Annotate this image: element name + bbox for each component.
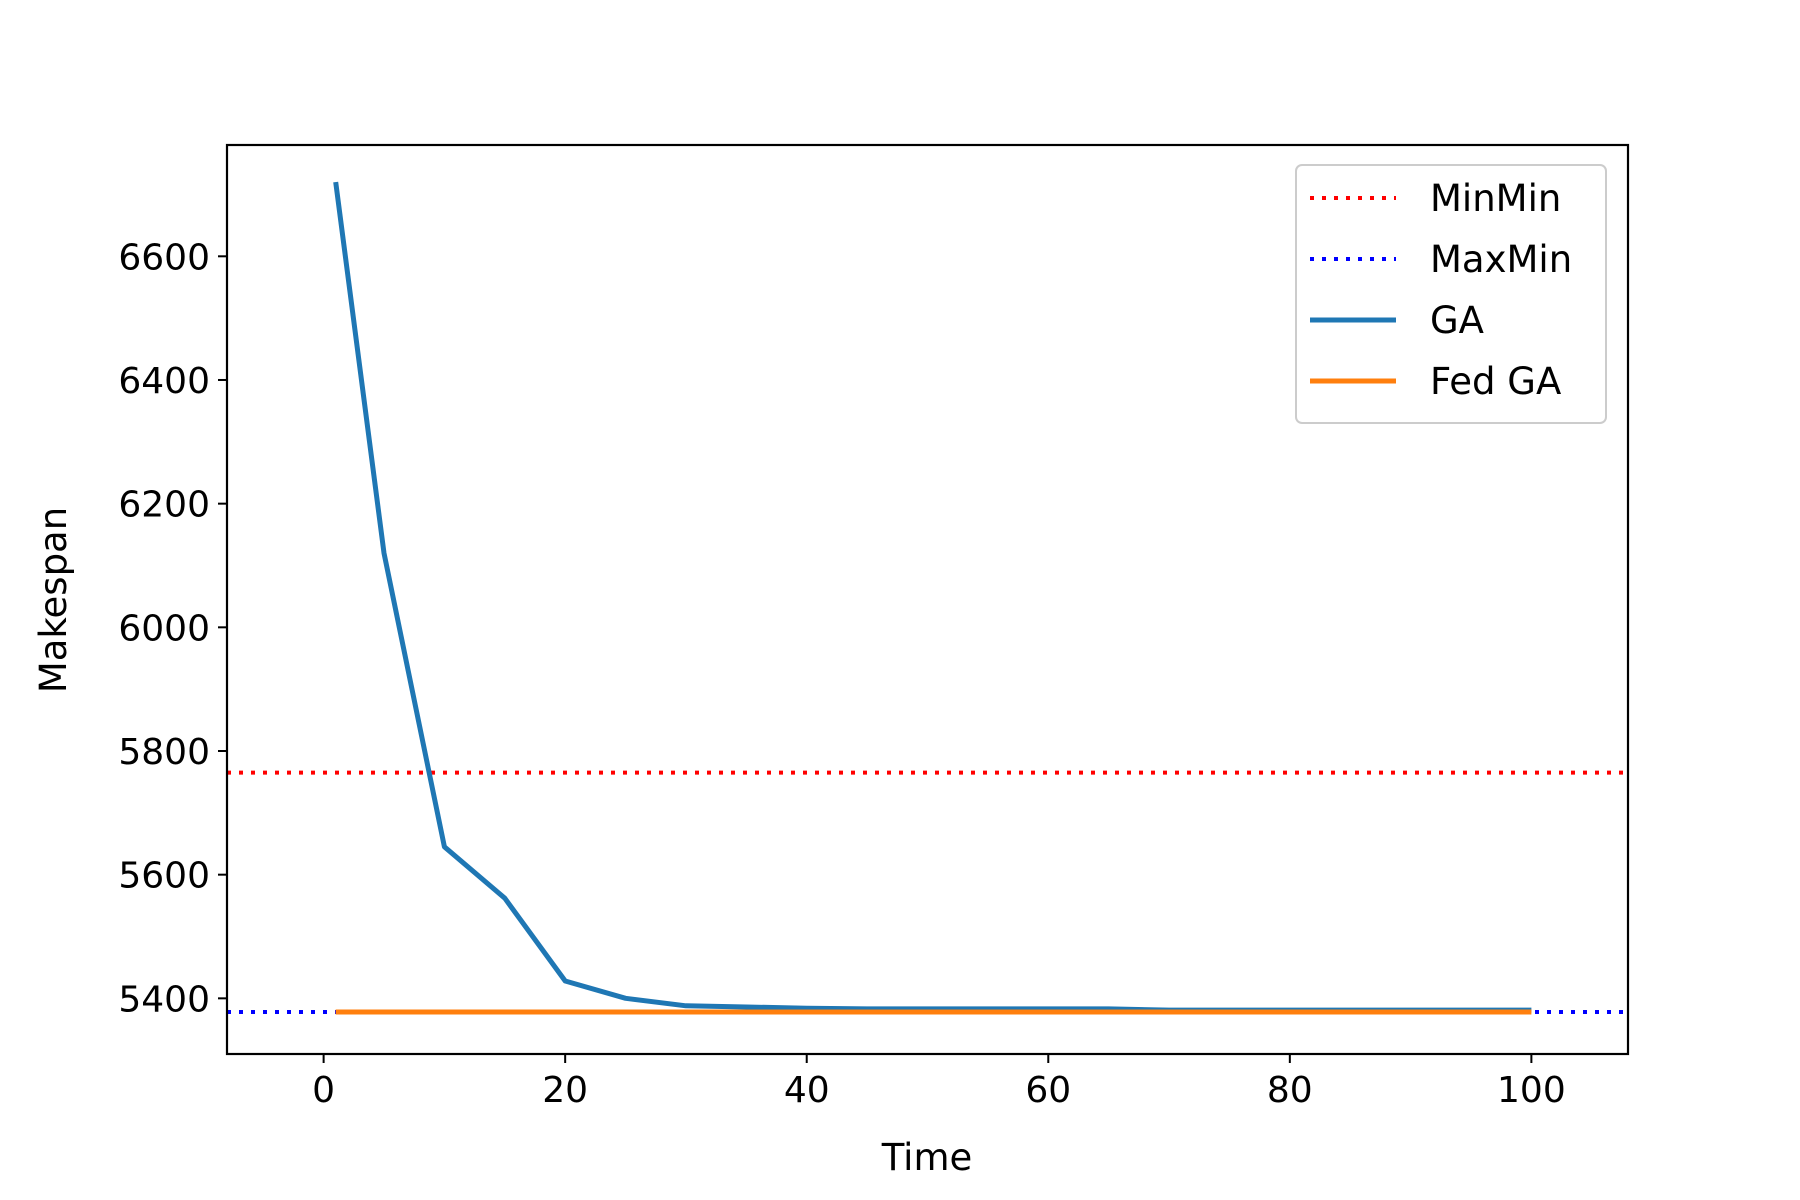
y-tick-label: 5800 [118,732,210,773]
legend-label-fed-ga: Fed GA [1430,360,1561,403]
legend-label-ga: GA [1430,299,1484,342]
x-tick-label: 20 [542,1070,588,1111]
legend-label-maxmin: MaxMin [1430,238,1572,281]
ticks-layer: 0 20 40 60 80 100 5400 5600 5800 6000 6200 6400 6600 [118,237,1565,1111]
legend: MinMin MaxMin GA Fed GA [1295,164,1607,424]
legend-box [1295,164,1607,424]
legend-label-minmin: MinMin [1430,177,1561,220]
plot-frame [225,143,1630,1056]
x-tick-label: 80 [1267,1070,1313,1111]
y-tick-label: 5400 [118,979,210,1020]
y-axis-label: Makespan [32,507,75,693]
y-tick-label: 6200 [118,485,210,526]
y-tick-label: 6400 [118,361,210,402]
y-tick-label: 6000 [118,608,210,649]
x-tick-label: 60 [1025,1070,1071,1111]
x-tick-label: 0 [312,1070,335,1111]
x-axis-label: Time [881,1136,973,1179]
x-tick-label: 100 [1497,1070,1566,1111]
y-tick-label: 5600 [118,856,210,897]
y-tick-label: 6600 [118,237,210,278]
series-layer [227,181,1628,1015]
x-tick-label: 40 [784,1070,830,1111]
